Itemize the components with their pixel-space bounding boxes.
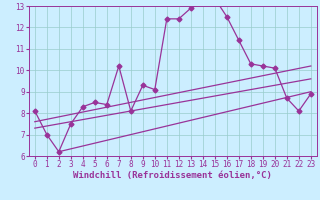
X-axis label: Windchill (Refroidissement éolien,°C): Windchill (Refroidissement éolien,°C) [73, 171, 272, 180]
